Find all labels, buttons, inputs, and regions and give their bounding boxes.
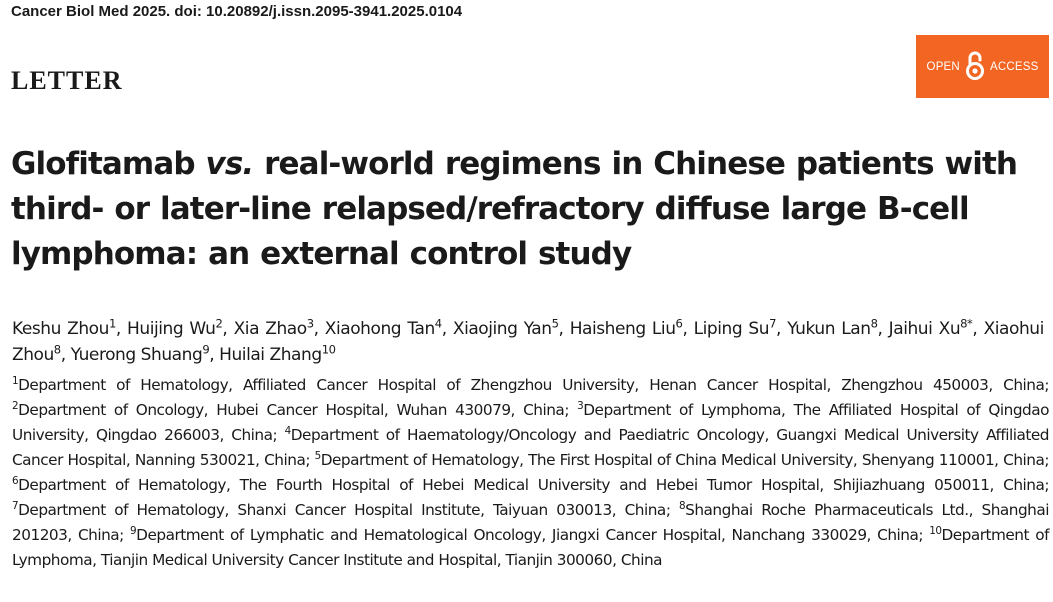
affiliation: 1Department of Hematology, Affiliated Ca… (12, 374, 1045, 394)
affiliation-number: 4 (284, 424, 292, 437)
author-affiliation-ref: 4 (434, 316, 442, 331)
article-type-label: LETTER (11, 66, 123, 95)
affiliation: 10Department of Lymphoma, Tianjin Medica… (12, 524, 1049, 569)
affiliation: 3Department of Lymphoma, The Affiliated … (12, 399, 1050, 444)
author[interactable]: Xiaohong Tan4 (324, 316, 442, 339)
open-access-left-text: OPEN (926, 60, 960, 73)
author-affiliation-ref: 3 (306, 316, 314, 331)
journal-citation: Cancer Biol Med 2025. doi: 10.20892/j.is… (11, 3, 463, 20)
affiliation-number: 1 (12, 374, 19, 387)
affiliation: 8Shanghai Roche Pharmaceuticals Ltd., Sh… (12, 499, 1050, 544)
author[interactable]: Xia Zhao3 (233, 316, 314, 339)
corresponding-author[interactable]: Jaihui Xu8* (888, 316, 973, 339)
title-italic-vs: vs. (205, 146, 255, 182)
affiliation-number: 9 (130, 524, 137, 537)
affiliation-number: 10 (929, 524, 942, 537)
affiliation: 9Department of Lymphatic and Hematologic… (130, 524, 919, 544)
author[interactable]: Haisheng Liu6 (569, 316, 683, 339)
article-title: Glofitamab vs. real-world regimens in Ch… (11, 142, 1046, 277)
author-affiliation-ref: 9 (202, 342, 210, 357)
author-affiliation-ref: 8* (960, 316, 973, 331)
affiliation-number: 6 (12, 474, 19, 487)
affiliation-number: 7 (12, 499, 19, 512)
open-access-right-text: ACCESS (989, 60, 1039, 73)
author[interactable]: Yukun Lan8 (787, 316, 878, 339)
open-access-badge[interactable]: OPEN ACCESS (916, 35, 1049, 98)
title-part-2: real-world regimens in Chinese patients … (11, 146, 1018, 272)
author-affiliation-ref: 6 (675, 316, 683, 331)
affiliation: 5Department of Hematology, The First Hos… (314, 449, 1045, 469)
affiliation: 6Department of Hematology, The Fourth Ho… (12, 474, 1045, 494)
author-affiliation-ref: 7 (769, 316, 777, 331)
affiliation-number: 8 (679, 499, 686, 512)
affiliation: 7Department of Hematology, Shanxi Cancer… (12, 499, 666, 519)
author[interactable]: Keshu Zhou1 (12, 316, 116, 339)
author[interactable]: Huilai Zhang10 (219, 342, 336, 365)
affiliation-number: 3 (577, 399, 584, 412)
author-affiliation-ref: 8 (870, 316, 878, 331)
author[interactable]: Yuerong Shuang9 (70, 342, 210, 365)
author[interactable]: Liping Su7 (693, 316, 777, 339)
affiliation-number: 2 (12, 399, 19, 412)
author-affiliation-ref: 5 (551, 316, 559, 331)
affiliation-number: 5 (314, 449, 322, 462)
affiliation: 2Department of Oncology, Hubei Cancer Ho… (12, 399, 565, 419)
author[interactable]: Xiaojing Yan5 (452, 316, 559, 339)
author-list: Keshu Zhou1, Huijing Wu2, Xia Zhao3, Xia… (12, 316, 1044, 365)
author-affiliation-ref: 8 (53, 342, 61, 357)
author-affiliation-ref: 10 (321, 342, 336, 357)
affiliation: 4Department of Haematology/Oncology and … (12, 424, 1050, 469)
author-affiliation-ref: 2 (215, 316, 223, 331)
affiliation-list: 1Department of Hematology, Affiliated Ca… (12, 374, 1050, 569)
open-lock-icon (965, 51, 984, 80)
title-part-1: Glofitamab (11, 146, 206, 182)
author-affiliation-ref: 1 (108, 316, 116, 331)
author[interactable]: Huijing Wu2 (127, 316, 223, 339)
author[interactable]: Xiaohui Zhou8 (12, 319, 1044, 365)
